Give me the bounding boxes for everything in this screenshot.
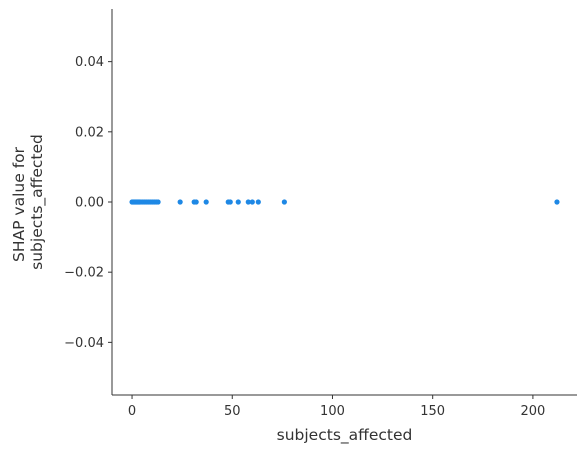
data-point xyxy=(255,199,261,205)
y-axis-label-line-2: subjects_affected xyxy=(28,134,47,270)
y-axis-label-line-1: SHAP value for xyxy=(10,146,28,262)
data-point xyxy=(203,199,209,205)
y-tick-label: −0.04 xyxy=(64,336,104,351)
data-point xyxy=(245,199,251,205)
y-tick-label: 0.04 xyxy=(75,55,104,70)
y-tick-label: 0.00 xyxy=(75,196,104,211)
data-point xyxy=(193,199,199,205)
data-point xyxy=(554,199,560,205)
y-axis: 0.04 0.02 0.00 −0.02 −0.04 xyxy=(64,9,113,395)
data-point xyxy=(281,199,287,205)
data-point xyxy=(235,199,241,205)
data-point xyxy=(177,199,183,205)
x-tick-label: 100 xyxy=(320,404,345,419)
plot-points xyxy=(129,199,560,205)
x-axis-label: subjects_affected xyxy=(277,426,413,445)
x-tick-label: 150 xyxy=(420,404,445,419)
data-point xyxy=(155,199,161,205)
data-point xyxy=(227,199,233,205)
x-tick-label: 0 xyxy=(128,404,136,419)
x-tick-label: 50 xyxy=(224,404,241,419)
y-tick-label: 0.02 xyxy=(75,125,104,140)
x-axis: 0 50 100 150 200 xyxy=(112,394,577,419)
data-point xyxy=(249,199,255,205)
x-tick-label: 200 xyxy=(520,404,545,419)
y-tick-label: −0.02 xyxy=(64,266,104,281)
y-axis-label: SHAP value for subjects_affected xyxy=(10,134,47,270)
